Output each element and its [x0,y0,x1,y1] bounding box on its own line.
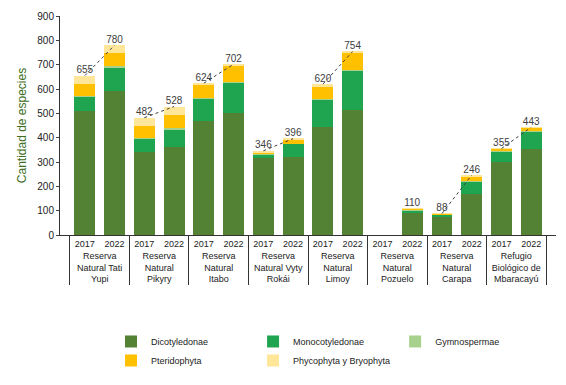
svg-text:620: 620 [315,73,332,84]
svg-text:ReservaNaturalCarapa: ReservaNaturalCarapa [440,251,474,284]
svg-text:2017: 2017 [372,239,392,249]
svg-text:2022: 2022 [462,239,482,249]
svg-text:110: 110 [404,197,420,208]
svg-text:2017: 2017 [253,239,273,249]
svg-text:200: 200 [37,181,54,192]
svg-text:Phycophyta y Bryophyta: Phycophyta y Bryophyta [293,356,390,366]
svg-text:88: 88 [436,202,448,213]
svg-text:ReservaNaturalPozuelo: ReservaNaturalPozuelo [381,251,415,284]
svg-text:2017: 2017 [432,239,452,249]
svg-text:0: 0 [48,230,54,241]
svg-text:700: 700 [37,59,54,70]
svg-text:2022: 2022 [283,239,303,249]
svg-text:2022: 2022 [224,239,244,249]
svg-text:2017: 2017 [194,239,214,249]
svg-text:100: 100 [37,205,54,216]
svg-text:2017: 2017 [491,239,511,249]
svg-text:800: 800 [37,35,54,46]
svg-text:2022: 2022 [164,239,184,249]
svg-text:396: 396 [285,127,302,138]
svg-text:2022: 2022 [105,239,125,249]
svg-text:400: 400 [37,132,54,143]
svg-text:528: 528 [166,95,183,106]
svg-text:Cantidad de especies: Cantidad de especies [15,68,29,183]
svg-text:246: 246 [463,164,480,175]
svg-text:2022: 2022 [402,239,422,249]
svg-text:2022: 2022 [343,239,363,249]
svg-text:Dicotyledonae: Dicotyledonae [151,337,208,347]
svg-text:2017: 2017 [134,239,154,249]
svg-text:482: 482 [136,106,153,117]
svg-text:600: 600 [37,84,54,95]
svg-text:2022: 2022 [521,239,541,249]
svg-text:ReservaNaturalItabo: ReservaNaturalItabo [202,251,236,284]
svg-text:655: 655 [76,64,93,75]
svg-text:Gymnospermae: Gymnospermae [435,337,499,347]
svg-text:355: 355 [493,137,510,148]
svg-text:900: 900 [37,11,54,22]
svg-text:443: 443 [523,116,540,127]
svg-text:ReservaNaturalPikyry: ReservaNaturalPikyry [142,251,176,284]
svg-text:300: 300 [37,157,54,168]
svg-text:ReservaNatural TatiYupi: ReservaNatural TatiYupi [77,251,122,284]
svg-text:624: 624 [195,72,212,83]
svg-text:Monocotyledonae: Monocotyledonae [293,337,364,347]
svg-text:ReservaNatural VytyRokái: ReservaNatural VytyRokái [254,251,303,284]
svg-text:2017: 2017 [313,239,333,249]
svg-text:754: 754 [344,40,361,51]
svg-text:ReservaNaturalLimoy: ReservaNaturalLimoy [321,251,355,284]
svg-text:Pteridophyta: Pteridophyta [151,356,202,366]
svg-text:RefugioBiológico deMbaracayú: RefugioBiológico deMbaracayú [492,251,541,284]
svg-text:780: 780 [106,34,123,45]
svg-text:2017: 2017 [75,239,95,249]
svg-text:702: 702 [225,53,242,64]
svg-text:346: 346 [255,139,272,150]
svg-text:500: 500 [37,108,54,119]
